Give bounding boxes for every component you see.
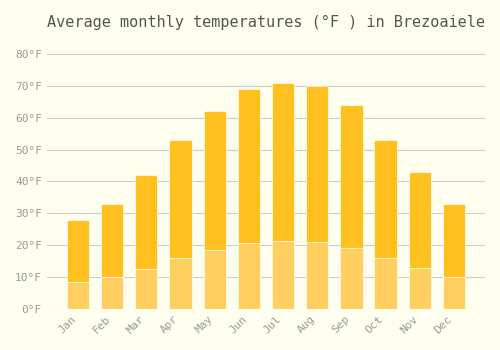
Bar <box>67 219 89 309</box>
Bar <box>170 140 192 309</box>
Bar <box>135 175 158 309</box>
Bar <box>306 242 328 309</box>
Bar <box>340 105 362 309</box>
Bar <box>272 83 294 309</box>
Bar <box>306 86 328 309</box>
Bar <box>443 277 465 309</box>
Bar <box>170 258 192 309</box>
Bar <box>408 268 431 309</box>
Bar <box>101 277 123 309</box>
Bar <box>101 204 123 309</box>
Bar <box>374 140 396 309</box>
Bar <box>374 258 396 309</box>
Bar <box>238 89 260 309</box>
Bar <box>204 250 226 309</box>
Bar <box>238 243 260 309</box>
Bar <box>272 241 294 309</box>
Title: Average monthly temperatures (°F ) in Brezoaiele: Average monthly temperatures (°F ) in Br… <box>47 15 485 30</box>
Bar <box>408 172 431 309</box>
Bar <box>340 247 362 309</box>
Bar <box>67 282 89 309</box>
Bar <box>135 269 158 309</box>
Bar <box>443 204 465 309</box>
Bar <box>204 111 226 309</box>
